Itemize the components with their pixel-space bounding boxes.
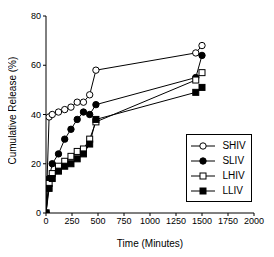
svg-text:2000: 2000	[244, 216, 264, 226]
svg-text:80: 80	[31, 11, 41, 21]
html-text:SLIV: SLIV	[222, 155, 245, 167]
html-text:SHIV: SHIV	[222, 140, 246, 152]
svg-text:1750: 1750	[218, 216, 238, 226]
svg-text:0: 0	[43, 216, 48, 226]
svg-text:500: 500	[90, 216, 105, 226]
html-text:LLIV: LLIV	[222, 185, 243, 197]
html-text:LHIV: LHIV	[222, 170, 245, 182]
svg-text:Cumulative Release (%): Cumulative Release (%)	[8, 57, 18, 165]
svg-text:40: 40	[31, 110, 41, 120]
svg-text:250: 250	[64, 216, 79, 226]
svg-text:750: 750	[116, 216, 131, 226]
svg-text:20: 20	[31, 159, 41, 169]
svg-text:Time (Minutes): Time (Minutes)	[117, 238, 183, 249]
svg-text:0: 0	[36, 208, 41, 218]
svg-text:60: 60	[31, 60, 41, 70]
svg-text:1000: 1000	[140, 216, 160, 226]
svg-text:1250: 1250	[166, 216, 186, 226]
svg-text:1500: 1500	[192, 216, 212, 226]
